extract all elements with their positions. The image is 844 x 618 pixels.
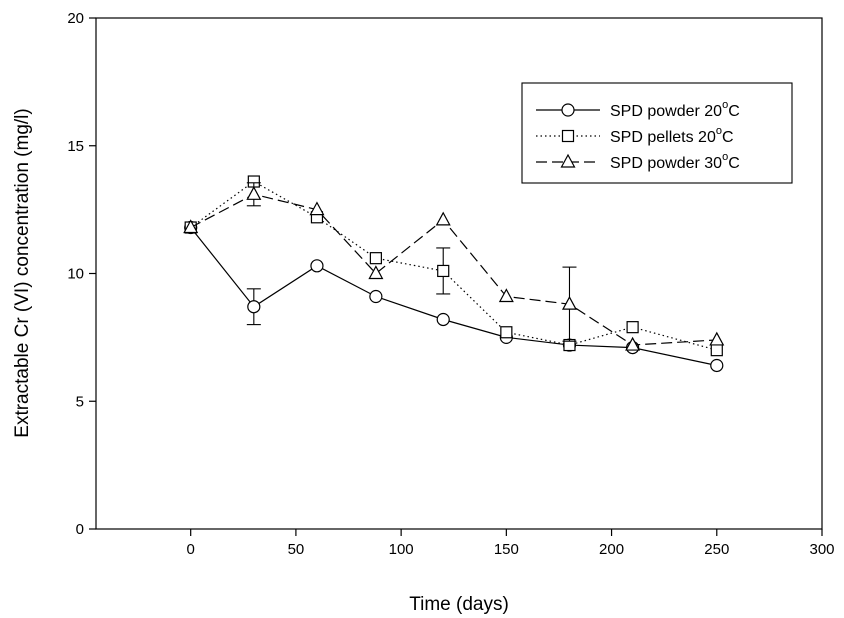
- y-tick-label: 5: [76, 393, 84, 410]
- y-axis-title: Extractable Cr (VI) concentration (mg/l): [12, 108, 33, 437]
- data-point: [309, 201, 325, 216]
- data-point: [709, 331, 725, 346]
- data-point: [561, 295, 577, 310]
- series-triangle: [183, 182, 725, 351]
- data-point: [710, 344, 723, 357]
- series-line: [190, 180, 717, 351]
- data-point: [183, 219, 199, 234]
- x-axis-title: Time (days): [409, 594, 509, 615]
- legend-label-unit: C: [728, 103, 740, 120]
- legend-label: SPD powder 20oC: [610, 99, 740, 120]
- legend-marker: [560, 153, 576, 168]
- x-tick-label: 250: [704, 541, 729, 558]
- data-point: [435, 211, 451, 226]
- legend-label-name: SPD powder 30: [610, 155, 722, 172]
- legend-label-name: SPD powder 20: [610, 103, 722, 120]
- data-point: [498, 288, 514, 303]
- data-point: [626, 321, 639, 334]
- legend-label: SPD powder 30oC: [610, 151, 740, 172]
- data-point: [310, 259, 324, 273]
- data-point: [246, 186, 262, 200]
- y-tick-label: 10: [67, 266, 84, 283]
- x-tick-label: 300: [809, 541, 834, 558]
- x-tick-label: 200: [599, 541, 624, 558]
- data-point: [369, 289, 383, 304]
- x-tick-label: 50: [288, 541, 305, 558]
- y-tick-label: 0: [76, 521, 84, 538]
- data-point: [368, 265, 384, 280]
- legend-label-unit: C: [728, 155, 740, 172]
- x-axis: 0 50 100 150 200 250 300: [187, 529, 835, 558]
- data-point: [369, 252, 382, 265]
- legend-label: SPD pellets 20oC: [610, 125, 734, 146]
- legend-label-degree: o: [716, 125, 722, 137]
- y-tick-label: 20: [67, 10, 84, 27]
- series-layer: [183, 175, 725, 373]
- legend-label-degree: o: [722, 99, 728, 111]
- legend-label-name: SPD pellets 20: [610, 129, 716, 146]
- x-tick-label: 150: [494, 541, 519, 558]
- data-point: [436, 312, 450, 327]
- data-point: [247, 300, 261, 314]
- data-point: [437, 264, 450, 278]
- x-tick-label: 0: [187, 541, 195, 558]
- legend-marker: [561, 103, 575, 117]
- y-axis: 0 5 10 15 20: [67, 10, 96, 538]
- legend-label-unit: C: [722, 129, 734, 146]
- legend-marker: [561, 129, 575, 143]
- data-point: [710, 358, 724, 373]
- legend-label-degree: o: [722, 151, 728, 163]
- x-tick-label: 100: [389, 541, 414, 558]
- data-point: [625, 336, 641, 351]
- y-tick-label: 15: [67, 138, 84, 155]
- data-point: [500, 326, 513, 339]
